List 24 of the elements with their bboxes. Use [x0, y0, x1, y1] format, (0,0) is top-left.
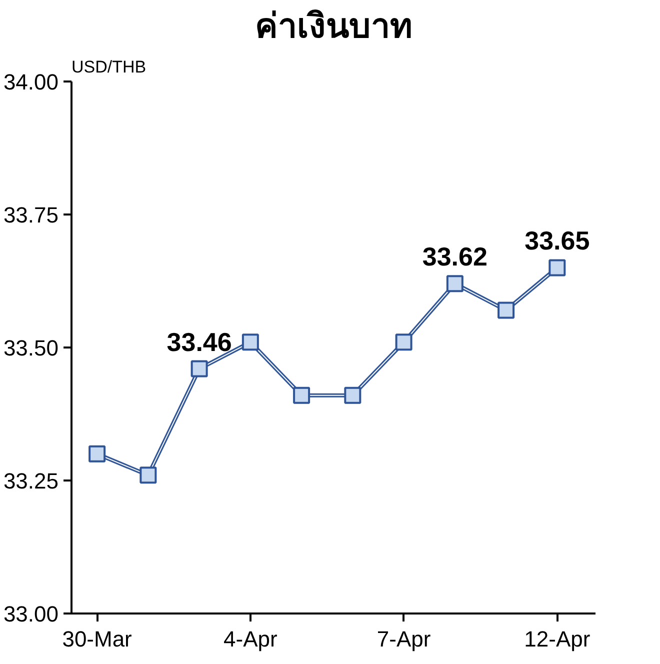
point: [242, 334, 259, 351]
x-tick-label: 4-Apr: [224, 626, 278, 652]
point: [140, 466, 157, 484]
chart-title: ค่าเงินบาท: [255, 8, 412, 46]
x-tick-label: 12-Apr: [524, 626, 590, 652]
point: [293, 386, 310, 404]
data-label: 33.62: [422, 242, 488, 272]
point: [548, 259, 566, 276]
y-tick-label: 33.50: [3, 336, 59, 360]
y-axis-title: USD/THB: [72, 58, 146, 76]
point: [190, 360, 208, 378]
y-tick-label: 33.00: [3, 602, 59, 626]
point: [395, 334, 412, 351]
data-label: 33.46: [166, 326, 232, 357]
x-tick-label: 7-Apr: [376, 626, 431, 652]
data-label: 33.65: [524, 226, 590, 256]
point: [344, 386, 362, 404]
point: [88, 445, 106, 462]
y-tick-label: 33.25: [3, 468, 59, 494]
y-tick-label: 33.75: [3, 202, 59, 228]
y-tick-label: 34.00: [3, 70, 59, 94]
x-tick-label: 30-Mar: [62, 626, 132, 652]
point: [446, 275, 464, 292]
point: [498, 302, 515, 319]
